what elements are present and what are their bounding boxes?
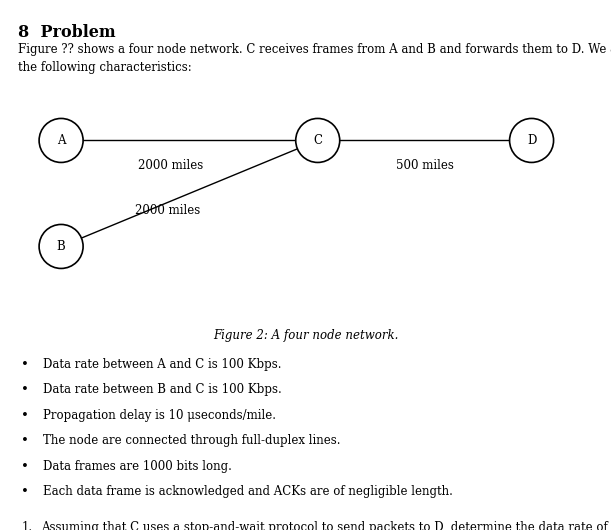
Text: Figure ?? shows a four node network. C receives frames from A and B and forwards: Figure ?? shows a four node network. C r… — [18, 43, 611, 74]
Text: B: B — [57, 240, 65, 253]
Text: 2000 miles: 2000 miles — [139, 159, 203, 172]
Text: 1.: 1. — [21, 521, 32, 530]
Text: Each data frame is acknowledged and ACKs are of negligible length.: Each data frame is acknowledged and ACKs… — [43, 485, 453, 498]
Ellipse shape — [39, 224, 83, 269]
Ellipse shape — [510, 118, 554, 163]
Text: Data rate between B and C is 100 Kbps.: Data rate between B and C is 100 Kbps. — [43, 383, 282, 396]
Text: 2000 miles: 2000 miles — [136, 204, 200, 217]
Text: Assuming that C uses a stop-and-wait protocol to send packets to D, determine th: Assuming that C uses a stop-and-wait pro… — [42, 521, 611, 530]
Text: •: • — [21, 409, 29, 422]
Text: Data frames are 1000 bits long.: Data frames are 1000 bits long. — [43, 460, 232, 473]
Text: A: A — [57, 134, 65, 147]
Text: •: • — [21, 485, 29, 498]
Text: 500 miles: 500 miles — [396, 159, 453, 172]
Text: •: • — [21, 383, 29, 396]
Text: Data rate between A and C is 100 Kbps.: Data rate between A and C is 100 Kbps. — [43, 358, 281, 371]
Text: 8  Problem: 8 Problem — [18, 24, 116, 41]
Text: The node are connected through full-duplex lines.: The node are connected through full-dupl… — [43, 434, 340, 447]
Text: Propagation delay is 10 μseconds/mile.: Propagation delay is 10 μseconds/mile. — [43, 409, 276, 422]
Text: •: • — [21, 460, 29, 473]
Text: •: • — [21, 434, 29, 447]
Text: •: • — [21, 358, 29, 371]
Ellipse shape — [39, 118, 83, 163]
Text: C: C — [313, 134, 322, 147]
Ellipse shape — [296, 118, 340, 163]
Text: Figure 2: A four node network.: Figure 2: A four node network. — [213, 329, 398, 342]
Text: D: D — [527, 134, 536, 147]
